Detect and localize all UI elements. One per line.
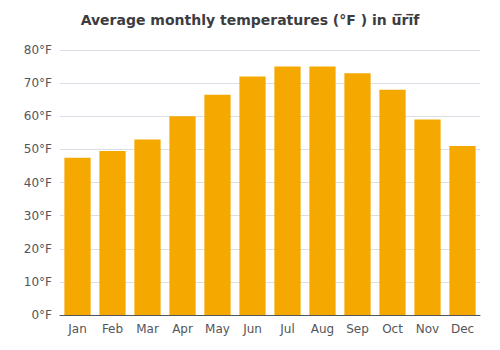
svg-text:Jan: Jan: [67, 322, 87, 336]
svg-text:80°F: 80°F: [24, 43, 52, 57]
svg-text:Jun: Jun: [242, 322, 262, 336]
svg-text:40°F: 40°F: [24, 176, 52, 190]
svg-text:30°F: 30°F: [24, 209, 52, 223]
svg-text:Feb: Feb: [102, 322, 123, 336]
svg-text:10°F: 10°F: [24, 275, 52, 289]
svg-text:May: May: [205, 322, 230, 336]
svg-text:Apr: Apr: [172, 322, 193, 336]
svg-text:Jul: Jul: [279, 322, 294, 336]
svg-text:Nov: Nov: [416, 322, 439, 336]
svg-text:50°F: 50°F: [24, 142, 52, 156]
svg-text:20°F: 20°F: [24, 242, 52, 256]
svg-text:Sep: Sep: [346, 322, 369, 336]
svg-text:Dec: Dec: [451, 322, 474, 336]
svg-text:Mar: Mar: [136, 322, 159, 336]
svg-text:Oct: Oct: [382, 322, 403, 336]
svg-text:60°F: 60°F: [24, 109, 52, 123]
svg-text:Aug: Aug: [311, 322, 334, 336]
svg-text:70°F: 70°F: [24, 76, 52, 90]
svg-text:0°F: 0°F: [31, 308, 52, 322]
svg-text:Average monthly temperatures (: Average monthly temperatures (°F ) in ū̅…: [81, 12, 421, 28]
